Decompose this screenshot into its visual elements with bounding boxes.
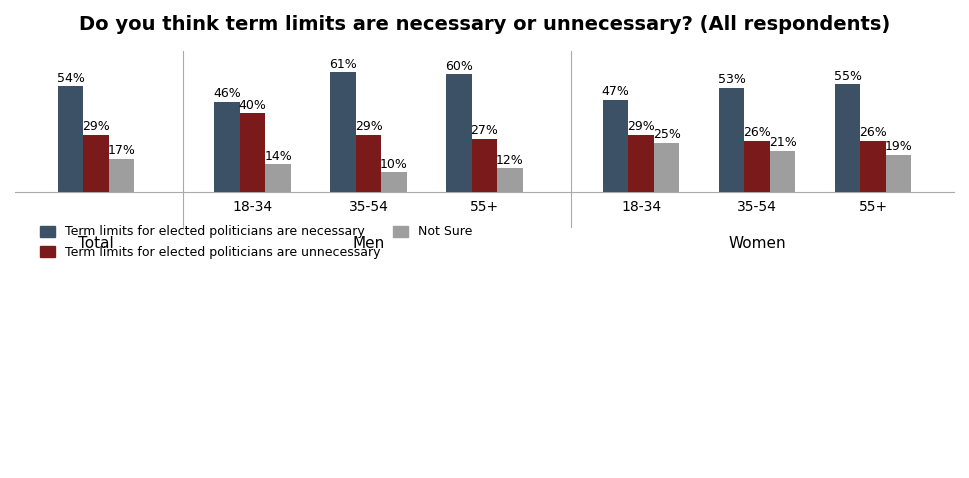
Bar bbox=[628, 135, 654, 192]
Text: Men: Men bbox=[353, 236, 385, 251]
Bar bbox=[603, 100, 628, 192]
Text: 26%: 26% bbox=[743, 126, 771, 140]
Bar bbox=[109, 159, 135, 192]
Bar bbox=[744, 141, 769, 192]
Bar bbox=[769, 151, 796, 192]
Bar bbox=[356, 135, 381, 192]
Bar bbox=[83, 135, 109, 192]
Text: 55%: 55% bbox=[833, 70, 861, 83]
Text: 29%: 29% bbox=[627, 120, 655, 133]
Bar bbox=[886, 154, 911, 192]
Text: 10%: 10% bbox=[380, 158, 408, 171]
Text: 60%: 60% bbox=[445, 60, 473, 73]
Bar bbox=[381, 172, 407, 192]
Legend: Term limits for elected politicians are necessary, Term limits for elected polit: Term limits for elected politicians are … bbox=[40, 226, 473, 259]
Bar bbox=[447, 75, 472, 192]
Text: 29%: 29% bbox=[82, 120, 109, 133]
Bar bbox=[834, 84, 860, 192]
Text: 54%: 54% bbox=[56, 72, 84, 85]
Text: 53%: 53% bbox=[718, 74, 745, 87]
Text: 29%: 29% bbox=[355, 120, 383, 133]
Bar bbox=[266, 164, 291, 192]
Bar bbox=[330, 72, 356, 192]
Bar bbox=[497, 168, 522, 192]
Bar bbox=[472, 139, 497, 192]
Bar bbox=[654, 143, 679, 192]
Text: 47%: 47% bbox=[602, 85, 630, 98]
Text: 17%: 17% bbox=[108, 144, 136, 157]
Text: 14%: 14% bbox=[265, 150, 292, 163]
Text: Women: Women bbox=[729, 236, 786, 251]
Bar bbox=[860, 141, 886, 192]
Bar bbox=[719, 88, 744, 192]
Text: Total: Total bbox=[78, 236, 113, 251]
Bar bbox=[239, 113, 266, 192]
Title: Do you think term limits are necessary or unnecessary? (All respondents): Do you think term limits are necessary o… bbox=[78, 15, 891, 34]
Text: 25%: 25% bbox=[653, 128, 680, 141]
Text: 27%: 27% bbox=[471, 124, 498, 137]
Bar bbox=[58, 86, 83, 192]
Text: 12%: 12% bbox=[496, 154, 524, 167]
Text: 40%: 40% bbox=[238, 99, 266, 112]
Text: 26%: 26% bbox=[860, 126, 887, 140]
Text: 19%: 19% bbox=[885, 140, 913, 153]
Bar bbox=[214, 102, 239, 192]
Text: 21%: 21% bbox=[768, 136, 797, 149]
Text: 46%: 46% bbox=[213, 87, 241, 100]
Text: 61%: 61% bbox=[329, 58, 357, 71]
